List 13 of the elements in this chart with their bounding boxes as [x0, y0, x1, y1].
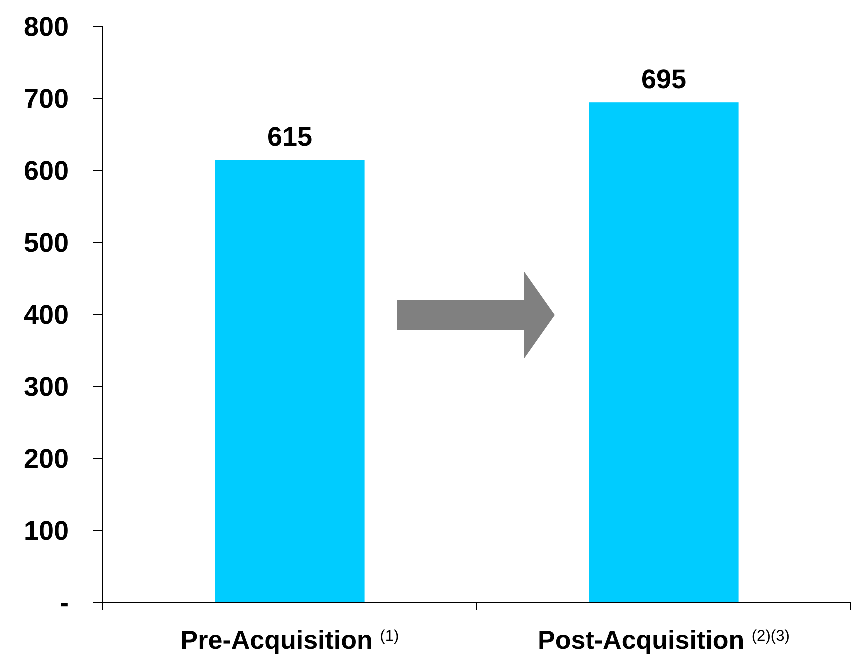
x-tick-label: Post-Acquisition $^{(2)(3)}$ [538, 625, 790, 655]
y-tick-label: 300 [24, 372, 69, 402]
y-tick-label: 800 [24, 12, 69, 42]
y-tick-label: 200 [24, 444, 69, 474]
y-tick-label: - [60, 588, 69, 618]
y-tick-label: 100 [24, 516, 69, 546]
y-tick-label: 500 [24, 228, 69, 258]
y-tick-label: 600 [24, 156, 69, 186]
x-tick-label: Pre-Acquisition $^{(1)}$ [180, 625, 400, 655]
data-label: 695 [641, 64, 687, 95]
y-tick-label: 700 [24, 84, 69, 114]
data-label: 615 [267, 122, 313, 152]
y-tick-label: 400 [24, 300, 69, 330]
